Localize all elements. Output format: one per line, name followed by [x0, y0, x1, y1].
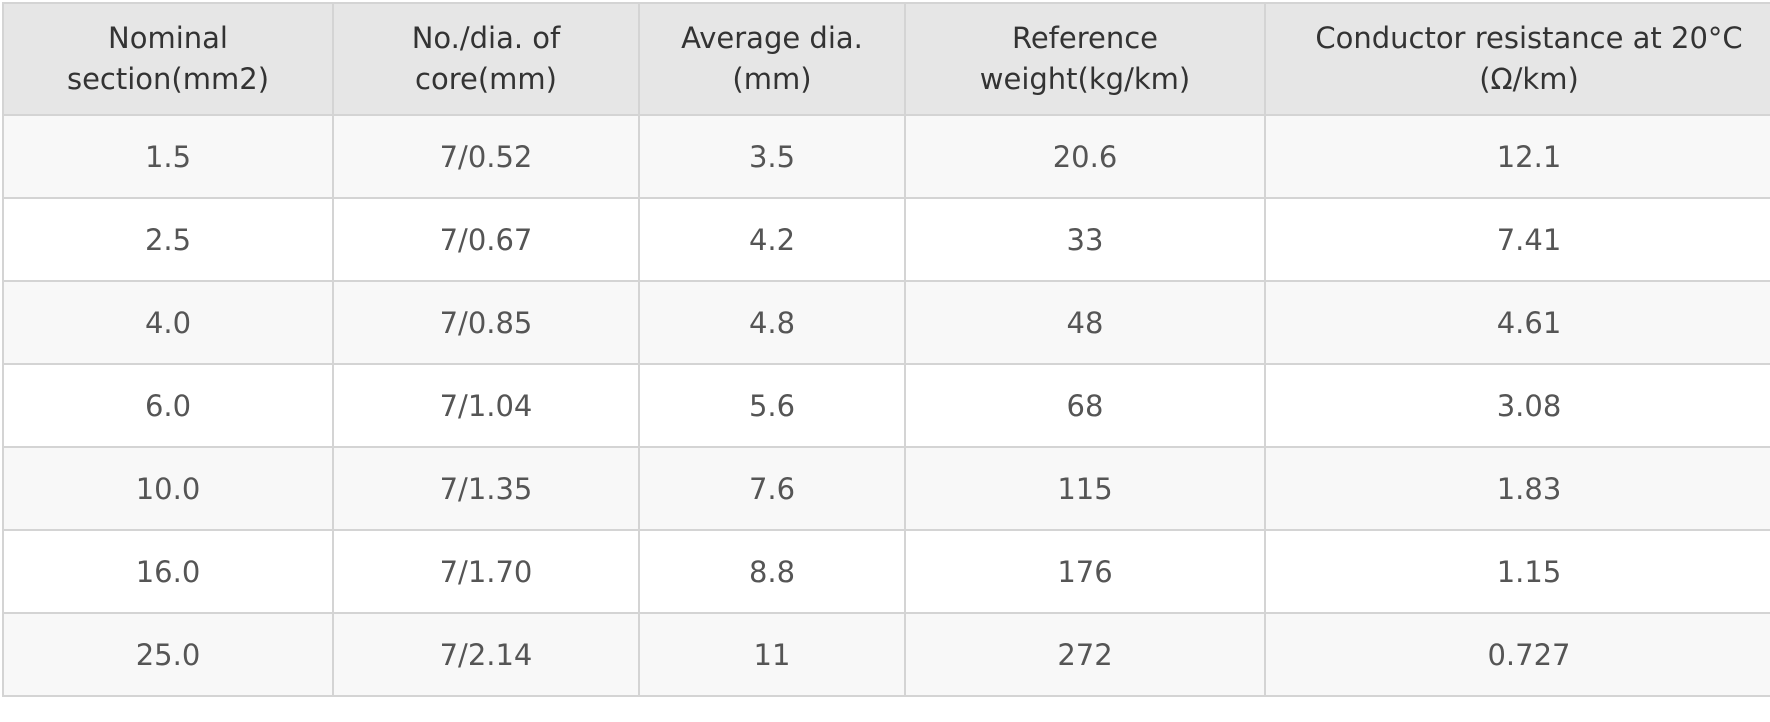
cell-average-diameter: 3.5	[638, 114, 906, 199]
cell-average-diameter: 11	[638, 612, 906, 697]
specification-table: Nominal section(mm2) No./dia. of core(mm…	[2, 2, 1770, 697]
header-line: weight(kg/km)	[979, 62, 1191, 96]
cell-conductor-resistance: 0.727	[1264, 612, 1770, 697]
cell-reference-weight: 20.6	[904, 114, 1266, 199]
table-body: 1.5 7/0.52 3.5 20.6 12.1 2.5 7/0.67 4.2 …	[2, 114, 1770, 697]
cell-core-diameter: 7/2.14	[332, 612, 640, 697]
cell-nominal-section: 6.0	[2, 363, 334, 448]
cell-core-diameter: 7/0.52	[332, 114, 640, 199]
cell-average-diameter: 4.8	[638, 280, 906, 365]
header-line: (mm)	[732, 62, 812, 96]
cell-reference-weight: 48	[904, 280, 1266, 365]
table-row: 10.0 7/1.35 7.6 115 1.83	[2, 446, 1770, 531]
table-header: Nominal section(mm2) No./dia. of core(mm…	[2, 2, 1770, 116]
table-row: 2.5 7/0.67 4.2 33 7.41	[2, 197, 1770, 282]
header-line: Reference	[1011, 21, 1159, 55]
header-nominal-section: Nominal section(mm2)	[2, 2, 334, 116]
cell-reference-weight: 68	[904, 363, 1266, 448]
cell-average-diameter: 7.6	[638, 446, 906, 531]
cell-reference-weight: 176	[904, 529, 1266, 614]
cell-average-diameter: 8.8	[638, 529, 906, 614]
cell-core-diameter: 7/1.35	[332, 446, 640, 531]
table-row: 1.5 7/0.52 3.5 20.6 12.1	[2, 114, 1770, 199]
cell-core-diameter: 7/0.85	[332, 280, 640, 365]
header-line: core(mm)	[415, 62, 557, 96]
header-line: No./dia. of	[411, 21, 561, 55]
cell-conductor-resistance: 4.61	[1264, 280, 1770, 365]
cell-conductor-resistance: 1.83	[1264, 446, 1770, 531]
cell-core-diameter: 7/1.04	[332, 363, 640, 448]
cell-conductor-resistance: 7.41	[1264, 197, 1770, 282]
cell-nominal-section: 1.5	[2, 114, 334, 199]
header-row: Nominal section(mm2) No./dia. of core(mm…	[2, 2, 1770, 116]
cell-reference-weight: 272	[904, 612, 1266, 697]
header-average-diameter: Average dia. (mm)	[638, 2, 906, 116]
header-line: Average dia.	[681, 21, 863, 55]
cell-nominal-section: 10.0	[2, 446, 334, 531]
cell-conductor-resistance: 1.15	[1264, 529, 1770, 614]
cell-nominal-section: 16.0	[2, 529, 334, 614]
header-line: (Ω/km)	[1479, 62, 1579, 96]
header-line: Conductor resistance at 20°C	[1315, 21, 1743, 55]
cell-nominal-section: 4.0	[2, 280, 334, 365]
table-row: 25.0 7/2.14 11 272 0.727	[2, 612, 1770, 697]
table-row: 16.0 7/1.70 8.8 176 1.15	[2, 529, 1770, 614]
header-line: Nominal	[108, 21, 228, 55]
cell-core-diameter: 7/1.70	[332, 529, 640, 614]
cell-conductor-resistance: 12.1	[1264, 114, 1770, 199]
table-row: 4.0 7/0.85 4.8 48 4.61	[2, 280, 1770, 365]
cell-nominal-section: 2.5	[2, 197, 334, 282]
cell-core-diameter: 7/0.67	[332, 197, 640, 282]
header-conductor-resistance: Conductor resistance at 20°C (Ω/km)	[1264, 2, 1770, 116]
header-core-diameter: No./dia. of core(mm)	[332, 2, 640, 116]
cell-average-diameter: 5.6	[638, 363, 906, 448]
cell-average-diameter: 4.2	[638, 197, 906, 282]
header-line: section(mm2)	[66, 62, 270, 96]
table-row: 6.0 7/1.04 5.6 68 3.08	[2, 363, 1770, 448]
cell-conductor-resistance: 3.08	[1264, 363, 1770, 448]
header-reference-weight: Reference weight(kg/km)	[904, 2, 1266, 116]
cell-nominal-section: 25.0	[2, 612, 334, 697]
cell-reference-weight: 115	[904, 446, 1266, 531]
cell-reference-weight: 33	[904, 197, 1266, 282]
